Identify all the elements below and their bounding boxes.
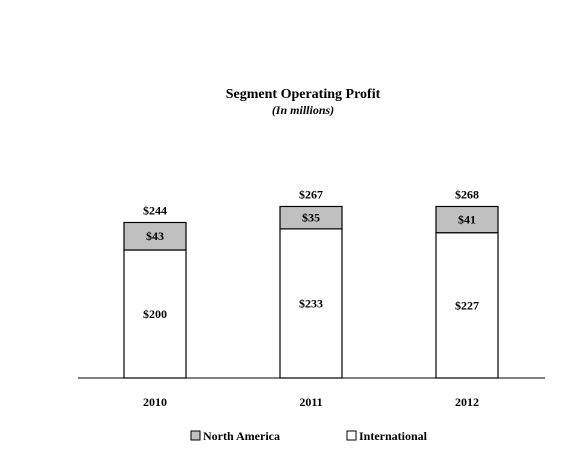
x-tick-label-2010: 2010 — [143, 395, 167, 409]
data-label-north-america-2011: $35 — [302, 211, 320, 225]
total-label-2010: $244 — [143, 203, 167, 217]
legend-swatch-international — [346, 430, 357, 441]
bar-international-2010 — [123, 249, 187, 379]
data-label-international-2012: $227 — [455, 298, 479, 312]
legend-label-international: International — [359, 429, 428, 443]
total-label-2011: $267 — [299, 187, 323, 201]
data-label-north-america-2012: $41 — [458, 213, 476, 227]
legend-swatch-north-america — [190, 430, 201, 441]
data-label-international-2011: $233 — [299, 296, 323, 310]
legend: North America International — [190, 429, 428, 443]
data-label-international-2010: $200 — [143, 307, 167, 321]
legend-label-north-america: North America — [203, 429, 280, 443]
data-label-north-america-2010: $43 — [146, 229, 164, 243]
chart-subtitle: (In millions) — [272, 103, 334, 117]
bar-north-america-2010 — [123, 221, 187, 251]
bar-north-america-2011 — [279, 205, 343, 230]
x-tick-label-2012: 2012 — [455, 395, 479, 409]
chart-title: Segment Operating Profit — [226, 87, 381, 102]
bar-north-america-2012 — [435, 205, 499, 234]
total-label-2012: $268 — [455, 187, 479, 201]
x-tick-label-2011: 2011 — [299, 395, 322, 409]
x-axis-ticks: 2010 2011 2012 — [143, 395, 479, 409]
bars-group: $200 $43 $244 $233 $35 $267 $227 $41 $268 — [123, 187, 499, 379]
